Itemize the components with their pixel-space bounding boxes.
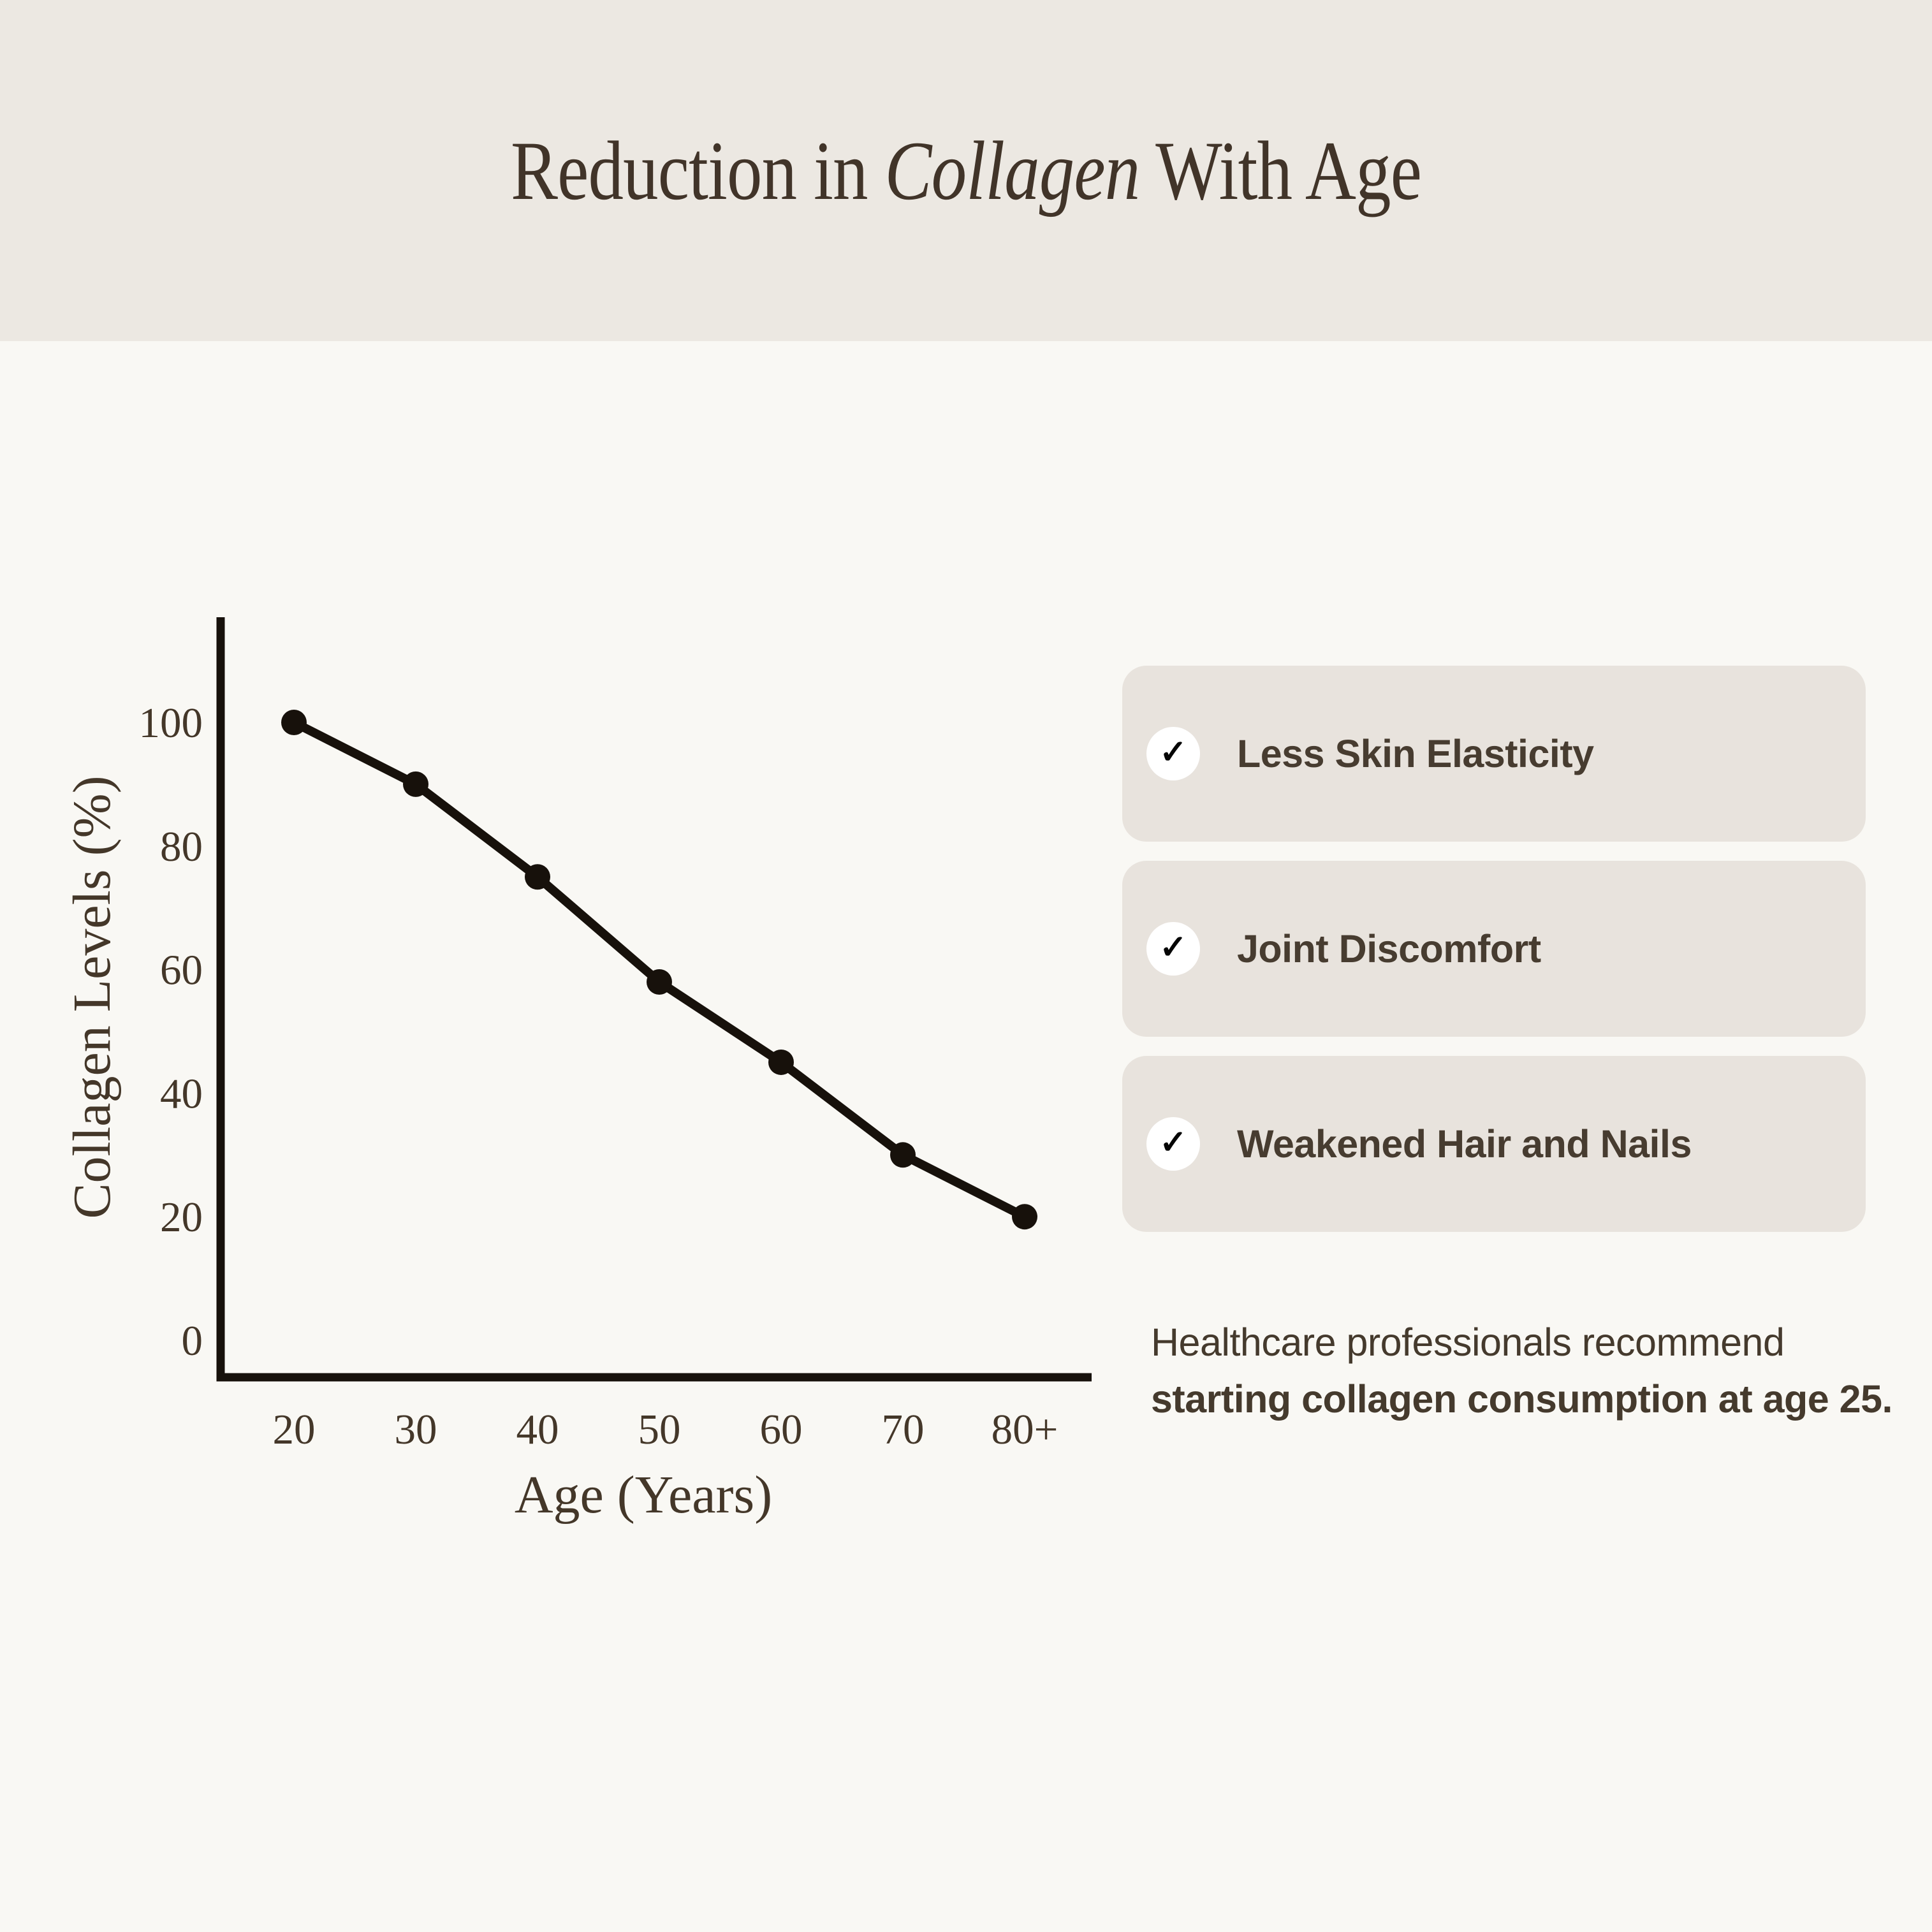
note-line-1: Healthcare professionals recommend <box>1151 1321 1785 1364</box>
checkmark-glyph: ✓ <box>1159 1124 1187 1161</box>
x-tick-label: 30 <box>395 1406 437 1453</box>
data-point <box>281 710 307 735</box>
data-point <box>525 864 550 890</box>
y-tick-label: 100 <box>139 699 203 747</box>
y-tick-label: 40 <box>160 1070 203 1117</box>
x-axis-title: Age (Years) <box>515 1465 772 1525</box>
symptom-card-joint-discomfort: ✓ Joint Discomfort <box>1122 861 1866 1037</box>
header-band: Reduction in Collagen With Age <box>0 0 1932 341</box>
y-tick-label: 60 <box>160 947 203 994</box>
check-icon: ✓ <box>1146 727 1200 780</box>
x-tick-label: 60 <box>760 1406 803 1453</box>
y-axis-title: Collagen Levels (%) <box>62 775 122 1218</box>
checkmark-glyph: ✓ <box>1159 734 1187 771</box>
checkmark-glyph: ✓ <box>1159 929 1187 966</box>
x-tick-label: 80+ <box>992 1406 1058 1453</box>
data-point <box>768 1049 794 1075</box>
check-icon: ✓ <box>1146 922 1200 976</box>
data-point <box>403 771 428 797</box>
symptom-label: Joint Discomfort <box>1237 927 1541 970</box>
data-point <box>1012 1204 1037 1230</box>
page-title: Reduction in Collagen With Age <box>510 122 1422 219</box>
symptom-label: Weakened Hair and Nails <box>1237 1122 1692 1166</box>
title-italic-word: Collagen <box>884 124 1140 217</box>
x-tick-label: 40 <box>516 1406 559 1453</box>
note-line-2: starting collagen consumption at age 25. <box>1151 1377 1892 1421</box>
recommendation-note: Healthcare professionals recommend start… <box>1151 1314 1903 1428</box>
symptom-card-skin-elasticity: ✓ Less Skin Elasticity <box>1122 666 1866 842</box>
data-point <box>890 1142 916 1168</box>
data-point <box>647 969 672 995</box>
symptom-card-weakened-hair-nails: ✓ Weakened Hair and Nails <box>1122 1056 1866 1232</box>
x-tick-label: 70 <box>882 1406 925 1453</box>
x-tick-label: 20 <box>273 1406 316 1453</box>
y-tick-label: 0 <box>182 1317 203 1365</box>
y-tick-label: 20 <box>160 1194 203 1241</box>
title-suffix: With Age <box>1139 124 1422 217</box>
title-prefix: Reduction in <box>510 124 885 217</box>
symptom-label: Less Skin Elasticity <box>1237 732 1594 775</box>
check-icon: ✓ <box>1146 1117 1200 1171</box>
y-tick-label: 80 <box>160 823 203 870</box>
x-tick-label: 50 <box>638 1406 681 1453</box>
